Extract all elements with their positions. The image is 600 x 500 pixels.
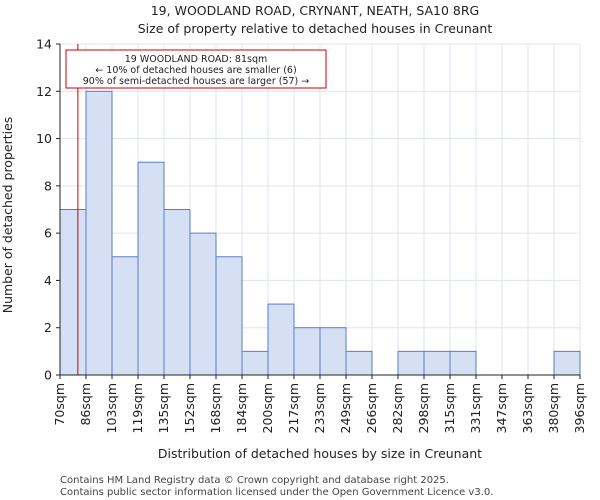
bar (59, 209, 87, 376)
y-tick-label: 6 (44, 226, 52, 241)
x-axis-label: Distribution of detached houses by size … (158, 446, 482, 461)
bar (345, 350, 373, 376)
bar (449, 350, 477, 376)
annotation-line-2: ← 10% of detached houses are smaller (6) (95, 65, 296, 76)
x-tick-label: 363sqm (520, 383, 535, 433)
x-tick-label: 315sqm (442, 383, 457, 433)
annotation-frame (65, 49, 327, 89)
x-tick-label: 233sqm (312, 383, 327, 433)
x-tick-label: 152sqm (182, 383, 197, 433)
x-tick-label: 217sqm (286, 383, 301, 433)
x-tick-label: 86sqm (78, 383, 93, 426)
y-tick-label: 0 (44, 368, 52, 383)
x-tick-label: 331sqm (468, 383, 483, 433)
x-tick-label: 103sqm (104, 383, 119, 433)
x-tick-label: 282sqm (390, 383, 405, 433)
bars (59, 90, 581, 376)
x-tick-label: 380sqm (546, 383, 561, 433)
bar (163, 209, 191, 376)
bar (85, 90, 113, 376)
annotation-line-1: 19 WOODLAND ROAD: 81sqm (125, 54, 268, 65)
y-tick-label: 4 (44, 273, 52, 288)
x-tick-label: 396sqm (572, 383, 587, 433)
footer-line-2: Contains public sector information licen… (60, 487, 493, 498)
y-tick-label: 10 (36, 131, 52, 146)
annotation-box: 19 WOODLAND ROAD: 81sqm ← 10% of detache… (65, 49, 327, 89)
bar (397, 350, 425, 376)
y-tick-label: 12 (36, 84, 52, 99)
y-axis-ticks: 0 2 4 6 8 10 12 14 (36, 37, 60, 383)
x-tick-label: 298sqm (416, 383, 431, 433)
annotation-line-3: 90% of semi-detached houses are larger (… (83, 76, 310, 87)
bar (293, 327, 321, 376)
y-tick-label: 2 (44, 320, 52, 335)
chart-title: 19, WOODLAND ROAD, CRYNANT, NEATH, SA10 … (151, 3, 480, 18)
chart-subtitle: Size of property relative to detached ho… (138, 21, 493, 36)
y-tick-label: 14 (36, 37, 52, 52)
y-tick-label: 8 (44, 178, 52, 193)
bar (241, 350, 269, 376)
bar (111, 256, 139, 376)
x-tick-label: 266sqm (364, 383, 379, 433)
footer-line-1: Contains HM Land Registry data © Crown c… (60, 475, 449, 486)
bar (137, 161, 165, 376)
x-tick-label: 200sqm (260, 383, 275, 433)
x-tick-label: 168sqm (208, 383, 223, 433)
x-tick-label: 70sqm (52, 383, 67, 426)
bar (267, 303, 295, 376)
x-tick-label: 347sqm (494, 383, 509, 433)
bar (423, 350, 451, 376)
x-tick-label: 249sqm (338, 383, 353, 433)
bar (319, 327, 347, 376)
bar (553, 350, 581, 376)
bar (189, 232, 217, 376)
x-tick-label: 184sqm (234, 383, 249, 433)
bar (215, 256, 243, 376)
x-tick-label: 119sqm (130, 383, 145, 433)
y-axis-label: Number of detached properties (0, 117, 15, 314)
x-tick-label: 135sqm (156, 383, 171, 433)
x-axis-ticks: 70sqm 86sqm 103sqm 119sqm 135sqm 152sqm 168sqm… (52, 375, 587, 433)
